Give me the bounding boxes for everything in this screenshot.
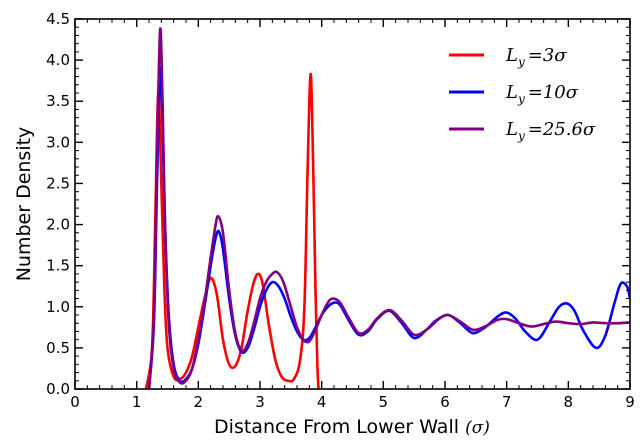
series-line-3 [147,27,630,389]
legend-label-1: Ly =3σ [505,45,567,69]
series-line-1 [144,72,320,389]
x-tick-label: 0 [70,393,80,411]
y-tick-label: 3.5 [46,92,70,110]
y-tick-label: 0.0 [46,380,70,398]
ticks-layer: 0 1 2 3 4 5 6 7 8 9 0.0 0.5 1.0 1.5 2.0 2.5 3.0 3.5 4.0 4.5 [46,10,635,411]
x-tick-label: 9 [625,393,635,411]
x-tick-label: 1 [132,393,142,411]
y-tick-label: 0.5 [46,339,70,357]
y-tick-label: 2.5 [46,174,70,192]
x-tick-label: 5 [379,393,389,411]
y-tick-label: 1.5 [46,257,70,275]
plot-frame [74,18,631,390]
y-axis-label: Number Density [13,127,35,282]
y-tick-label: 1.0 [46,298,70,316]
x-tick-label: 3 [255,393,265,411]
x-tick-label: 7 [502,393,512,411]
x-tick-label: 4 [317,393,327,411]
legend-label-2: Ly =10σ [505,82,579,106]
series-layer [144,27,630,389]
y-tick-label: 4.0 [46,51,70,69]
x-tick-label: 6 [440,393,450,411]
legend-label-3: Ly =25.6σ [505,119,596,143]
x-tick-label: 8 [564,393,574,411]
y-tick-label: 4.5 [46,10,70,28]
y-tick-label: 3.0 [46,133,70,151]
x-axis-label: Distance From Lower Wall (σ) [214,416,490,438]
x-tick-label: 2 [194,393,204,411]
y-tick-label: 2.0 [46,216,70,234]
legend: Ly =3σ Ly =10σ Ly =25.6σ [449,45,596,143]
